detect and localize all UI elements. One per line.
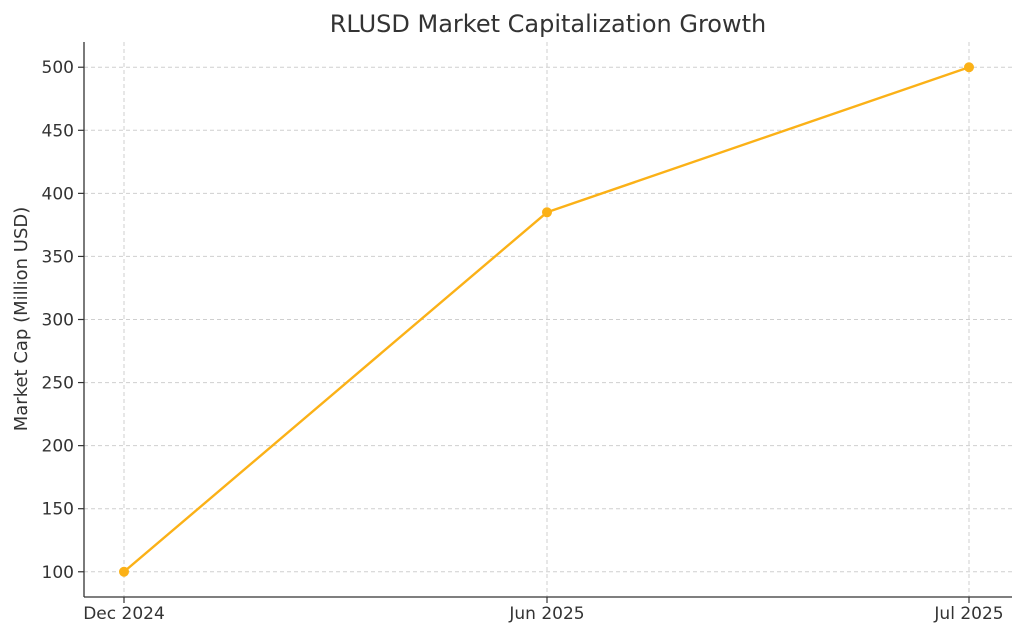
x-tick-label: Jul 2025: [933, 604, 1003, 624]
grid-layer: [84, 42, 1012, 597]
data-point: [119, 566, 129, 577]
x-tick-label: Dec 2024: [83, 604, 165, 624]
y-tick-label: 450: [42, 121, 74, 141]
x-tick-label: Jun 2025: [508, 604, 584, 624]
y-tick-label: 350: [42, 247, 74, 267]
series-layer: [119, 62, 974, 577]
y-tick-label: 500: [42, 58, 74, 78]
y-tick-label: 300: [42, 311, 74, 331]
data-point: [542, 207, 552, 218]
data-point: [964, 62, 974, 73]
y-tick-label: 200: [42, 437, 74, 457]
y-tick-label: 100: [42, 563, 74, 583]
tick-label-layer: 100 150 200 250 300 350 400 450 500 Dec 2024 Jun 2…: [42, 58, 1004, 624]
y-tick-label: 150: [42, 500, 74, 520]
y-tick-label: 250: [42, 374, 74, 394]
chart-title: RLUSD Market Capitalization Growth: [330, 10, 767, 38]
y-axis-label: Market Cap (Million USD): [11, 207, 32, 432]
axes-layer: [78, 42, 1012, 603]
y-tick-label: 400: [42, 184, 74, 204]
